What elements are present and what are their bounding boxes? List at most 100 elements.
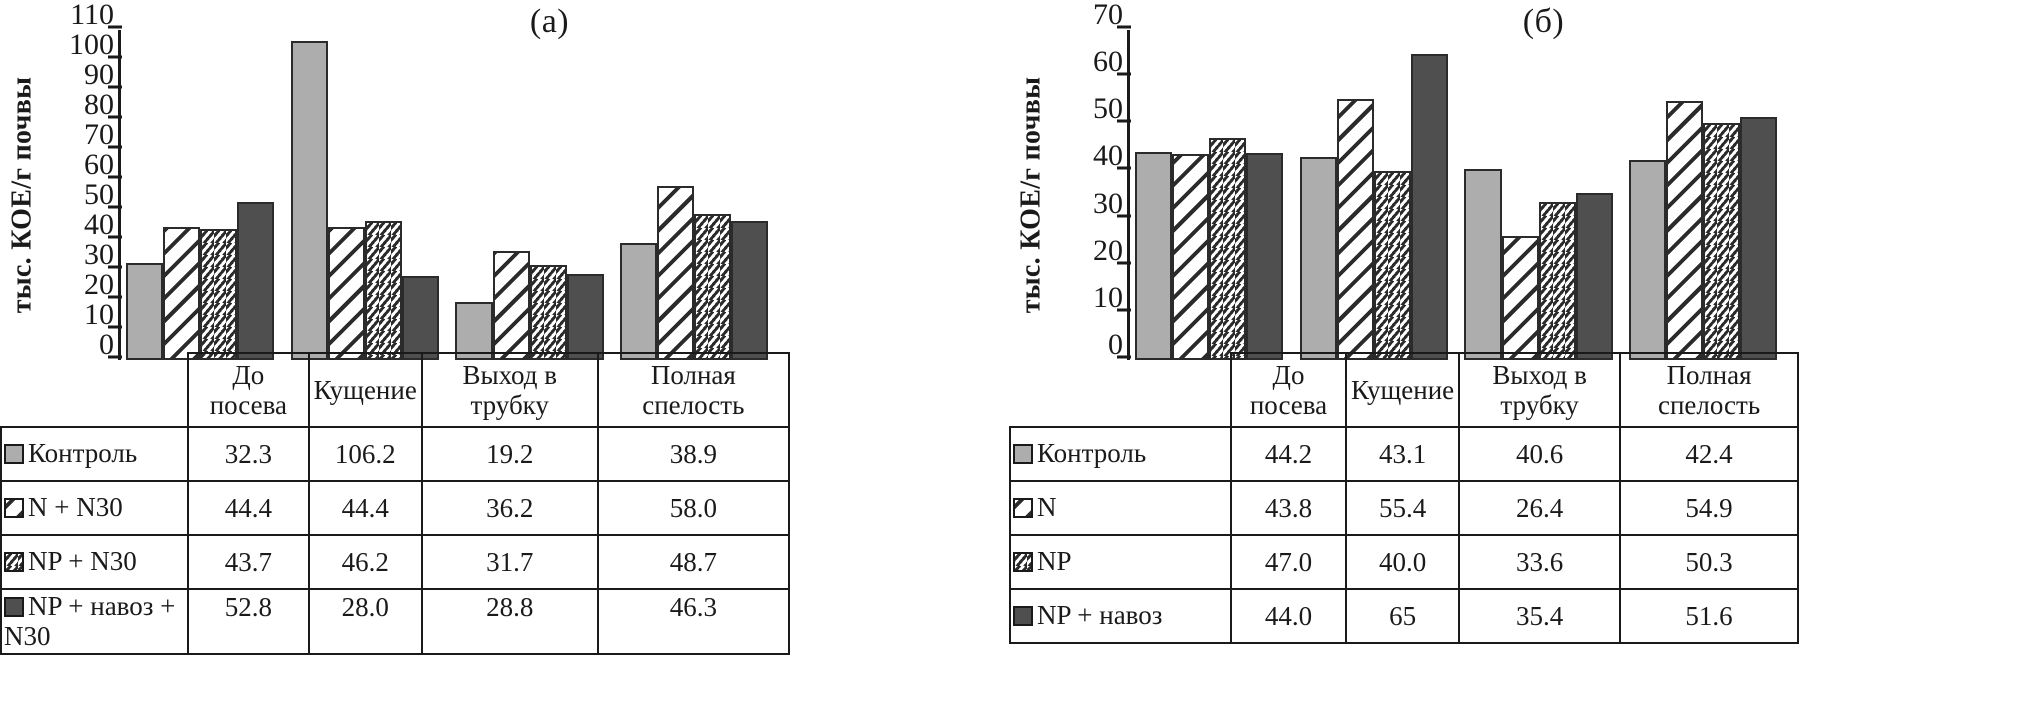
panel-b-data-table: До посева Кущение Выход в трубку Полная спе… xyxy=(1009,352,1799,644)
y-tick-mark xyxy=(108,355,122,359)
y-tick-label: 70 xyxy=(1093,0,1123,31)
legend-swatch-icon xyxy=(4,597,24,617)
table-cell: 48.7 xyxy=(596,534,791,590)
table-header-row: До посева Кущение Выход в трубку Полная спе… xyxy=(1,352,791,428)
y-tick-mark xyxy=(108,145,122,149)
table-cell: 43.7 xyxy=(187,534,310,590)
panel-b-plot: тыс. КОЕ/г почвы 0 10 20 30 40 50 60 70 xyxy=(1009,0,1799,361)
bar xyxy=(163,226,201,360)
y-tick-label: 50 xyxy=(1093,92,1123,126)
bar xyxy=(657,186,695,360)
panel-a: (а) тыс. КОЕ/г почвы 0 10 20 30 40 50 60 70 80 90… xyxy=(0,0,791,656)
legend-swatch-icon xyxy=(1013,606,1033,627)
y-tick-label: 40 xyxy=(84,208,114,241)
panel-a-y-axis-line xyxy=(118,30,121,360)
table-cell: 42.4 xyxy=(1619,426,1799,482)
table-cell: 44.0 xyxy=(1230,588,1347,644)
bar xyxy=(1299,156,1337,360)
y-tick-label: 60 xyxy=(1093,45,1123,79)
bar xyxy=(694,213,732,360)
table-header-spacer xyxy=(1010,353,1231,427)
legend-label: NP + навоз + N30 xyxy=(4,591,176,651)
legend-label: NP + навоз xyxy=(1037,600,1163,631)
legend-label: Контроль xyxy=(1037,438,1147,469)
table-header-1: До посева xyxy=(1230,352,1347,428)
y-tick-mark xyxy=(108,25,122,29)
y-tick-mark xyxy=(108,235,122,239)
bar xyxy=(1373,171,1411,360)
bar xyxy=(1410,53,1448,360)
y-tick-mark xyxy=(108,55,122,59)
bar xyxy=(200,228,238,360)
bar xyxy=(364,221,402,360)
bar xyxy=(1575,193,1613,360)
table-cell: 40.0 xyxy=(1344,534,1461,590)
y-tick-label: 20 xyxy=(84,268,114,301)
table-cell: 35.4 xyxy=(1458,588,1622,644)
y-tick-label: 20 xyxy=(1093,233,1123,267)
panel-b-axis-box: 0 10 20 30 40 50 60 70 xyxy=(1053,0,1789,361)
table-row: Контроль 44.2 43.1 40.6 42.4 xyxy=(1009,426,1799,482)
bar-group xyxy=(1624,30,1789,360)
table-header-spacer xyxy=(1,353,188,427)
table-cell: 54.9 xyxy=(1619,480,1799,536)
y-tick-label: 50 xyxy=(84,178,114,211)
y-tick-label: 0 xyxy=(1108,328,1123,361)
y-tick-mark xyxy=(108,325,122,329)
table-cell: 46.2 xyxy=(307,534,423,590)
table-cell: 31.7 xyxy=(420,534,599,590)
panel-b-bar-groups xyxy=(1130,30,1789,360)
table-row: N 43.8 55.4 26.4 54.9 xyxy=(1009,480,1799,536)
y-tick-label: 70 xyxy=(84,118,114,151)
bar xyxy=(731,221,769,360)
y-tick-label: 30 xyxy=(84,238,114,271)
panel-b-table-body: Контроль 44.2 43.1 40.6 42.4 N 43.8 55.4 26.4 54.… xyxy=(1009,426,1799,644)
table-header-2: Кущение xyxy=(1344,352,1461,428)
bar xyxy=(566,273,604,360)
legend-swatch-icon xyxy=(4,498,24,519)
y-tick-mark xyxy=(108,175,122,179)
y-tick-label: 30 xyxy=(1093,186,1123,220)
table-cell: 51.6 xyxy=(1619,588,1799,644)
table-cell: 58.0 xyxy=(596,480,791,536)
y-tick-label: 110 xyxy=(70,0,114,31)
table-cell: 52.8 xyxy=(187,587,310,656)
y-tick-mark xyxy=(108,265,122,269)
table-header-4: Полная спелость xyxy=(1619,352,1799,428)
table-header-1: До посева xyxy=(187,352,310,428)
legend-label: NP + N30 xyxy=(28,546,137,577)
bar xyxy=(125,263,163,360)
y-tick-mark xyxy=(1117,72,1131,76)
y-tick-mark xyxy=(1117,261,1131,265)
legend-cell: N + N30 xyxy=(0,480,189,536)
y-tick-mark xyxy=(108,115,122,119)
legend-cell: NP + навоз xyxy=(1009,588,1232,644)
legend-label: NP xyxy=(1037,546,1072,577)
bar xyxy=(529,264,567,360)
y-tick-mark xyxy=(1117,214,1131,218)
legend-swatch-icon xyxy=(1013,552,1033,573)
panel-a-table-body: Контроль 32.3 106.2 19.2 38.9 N + N30 44.4 44.4… xyxy=(0,426,791,656)
bar xyxy=(401,276,439,360)
y-tick-mark xyxy=(1117,308,1131,312)
bar-group xyxy=(615,30,780,360)
bar xyxy=(620,243,658,360)
legend-label: Контроль xyxy=(28,438,138,469)
table-cell: 44.4 xyxy=(307,480,423,536)
table-cell: 65 xyxy=(1344,588,1461,644)
y-tick-mark xyxy=(1117,25,1131,29)
panel-a-plot: тыс. КОЕ/г почвы 0 10 20 30 40 50 60 70 80 90 100 1… xyxy=(0,0,790,360)
bar xyxy=(1538,201,1576,360)
table-row: NP + навоз 44.0 65 35.4 51.6 xyxy=(1009,588,1799,644)
y-tick-label: 40 xyxy=(1093,139,1123,173)
bar xyxy=(1246,152,1284,360)
bar xyxy=(237,201,275,360)
bar xyxy=(1703,122,1741,360)
bar-group xyxy=(1295,30,1460,360)
panel-b-y-axis-line xyxy=(1127,30,1130,360)
bar xyxy=(1629,160,1667,360)
table-cell: 55.4 xyxy=(1344,480,1461,536)
panel-a-data-table: До посева Кущение Выход в трубку Полная спе… xyxy=(0,352,791,656)
table-cell: 40.6 xyxy=(1458,426,1622,482)
